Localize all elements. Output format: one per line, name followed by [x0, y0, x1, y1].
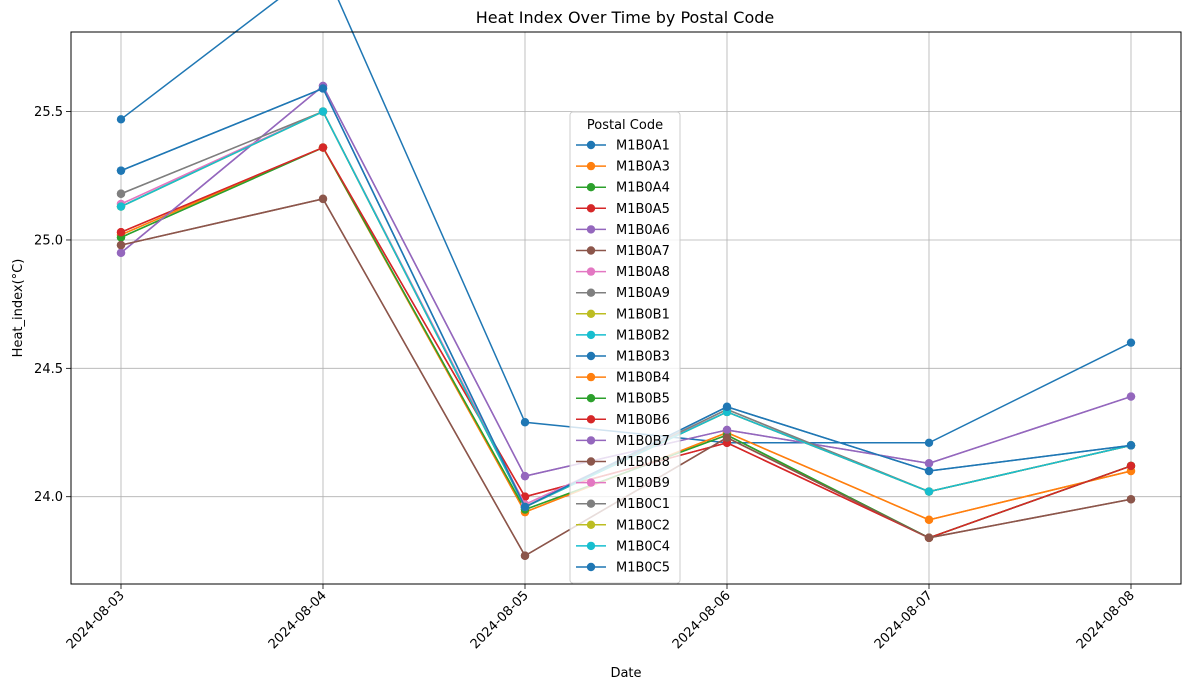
data-point [924, 466, 934, 476]
legend-swatch-marker [586, 140, 596, 150]
x-axis-label: Date [610, 666, 641, 681]
legend-swatch-marker [586, 183, 596, 192]
legend-entry-label: M1B0B4 [616, 371, 670, 386]
data-point [116, 202, 126, 211]
legend-entry-label: M1B0B5 [616, 392, 670, 407]
legend-swatch-marker [586, 288, 596, 297]
data-point [924, 438, 934, 447]
data-point [318, 84, 328, 93]
data-point [722, 433, 732, 442]
data-point [722, 425, 732, 435]
legend-entry-label: M1B0C4 [616, 539, 670, 554]
data-point [1126, 495, 1136, 504]
legend-entry-label: M1B0A6 [616, 223, 670, 238]
legend-entry-label: M1B0C5 [616, 561, 670, 576]
legend-entry-label: M1B0A5 [616, 202, 670, 217]
legend-swatch-marker [586, 415, 596, 424]
y-tick-label: 25.5 [34, 105, 63, 120]
legend-swatch-marker [586, 246, 596, 255]
legend-entry-label: M1B0B6 [616, 413, 670, 428]
data-point [924, 487, 934, 496]
legend-title: Postal Code [587, 118, 663, 133]
data-point [924, 515, 934, 525]
data-point [116, 166, 126, 175]
y-tick-label: 24.0 [34, 490, 63, 505]
data-point [116, 189, 126, 198]
legend-entry-label: M1B0A3 [616, 160, 670, 175]
legend-swatch-marker [586, 351, 596, 361]
legend-swatch-marker [586, 520, 596, 529]
data-point [924, 533, 934, 542]
data-point [116, 240, 126, 250]
x-tick-label: 2024-08-03 [64, 588, 128, 652]
legend-entry-label: M1B0B9 [616, 476, 670, 491]
legend-entry-label: M1B0A8 [616, 265, 670, 280]
legend-swatch-marker [586, 204, 596, 213]
legend-swatch-marker [586, 372, 596, 382]
data-point [520, 418, 530, 427]
legend-entry-label: M1B0A7 [616, 244, 670, 259]
legend-swatch-marker [586, 225, 596, 234]
x-tick-label: 2024-08-05 [468, 588, 532, 652]
legend-swatch-marker [586, 394, 596, 403]
legend-swatch-marker [586, 499, 596, 508]
legend-entry-label: M1B0B8 [616, 455, 670, 470]
x-axis-ticks: 2024-08-03 2024-08-04 2024-08-05 2024-08-06… [64, 584, 1138, 652]
legend-entry-label: M1B0B1 [616, 307, 670, 322]
chart-title: Heat Index Over Time by Postal Code [476, 8, 774, 27]
y-axis-label: Heat_index(°C) [11, 259, 26, 358]
legend-entry-label: M1B0B7 [616, 434, 670, 449]
legend-swatch-marker [586, 478, 596, 487]
legend-swatch-marker [586, 562, 596, 572]
data-point [1126, 441, 1136, 450]
y-tick-label: 25.0 [34, 233, 63, 248]
y-axis-ticks: 24.024.525.025.526.0 [34, 105, 71, 505]
legend-swatch-marker [586, 330, 596, 340]
legend-entry-label: M1B0A9 [616, 286, 670, 301]
data-point [318, 107, 328, 116]
data-point [1126, 392, 1136, 401]
data-point [722, 402, 732, 412]
legend-swatch-marker [586, 457, 596, 466]
legend-swatch-marker [586, 436, 596, 445]
data-point [318, 143, 328, 152]
data-point [520, 551, 530, 560]
data-point [116, 248, 126, 257]
x-tick-label: 2024-08-04 [266, 588, 330, 652]
data-point [1126, 461, 1136, 471]
data-point [924, 459, 934, 468]
legend-entry-label: M1B0C2 [616, 518, 670, 533]
legend-swatch-marker [586, 309, 596, 318]
legend-swatch-marker [586, 541, 596, 551]
legend-swatch-marker [586, 161, 596, 171]
data-point [318, 194, 328, 204]
data-point [1126, 338, 1136, 347]
data-point [520, 502, 530, 512]
y-tick-label: 24.5 [34, 362, 63, 377]
legend: Postal Code M1B0A1 M1B0A3 M1B0A4 M1B0A5 M1B0A… [569, 111, 681, 584]
data-point [116, 115, 126, 124]
legend-entry-label: M1B0B3 [616, 350, 670, 365]
data-point [116, 228, 126, 237]
legend-entry-label: M1B0A4 [616, 181, 670, 196]
x-tick-label: 2024-08-06 [670, 588, 734, 652]
plot-frame [70, 31, 1182, 585]
x-tick-label: 2024-08-07 [872, 588, 936, 652]
legend-entry-label: M1B0C1 [616, 497, 670, 512]
legend-entry-label: M1B0A1 [616, 139, 670, 154]
x-tick-label: 2024-08-08 [1074, 588, 1138, 652]
legend-swatch-marker [586, 267, 596, 276]
legend-entry-label: M1B0B2 [616, 328, 670, 343]
data-point [520, 471, 530, 481]
